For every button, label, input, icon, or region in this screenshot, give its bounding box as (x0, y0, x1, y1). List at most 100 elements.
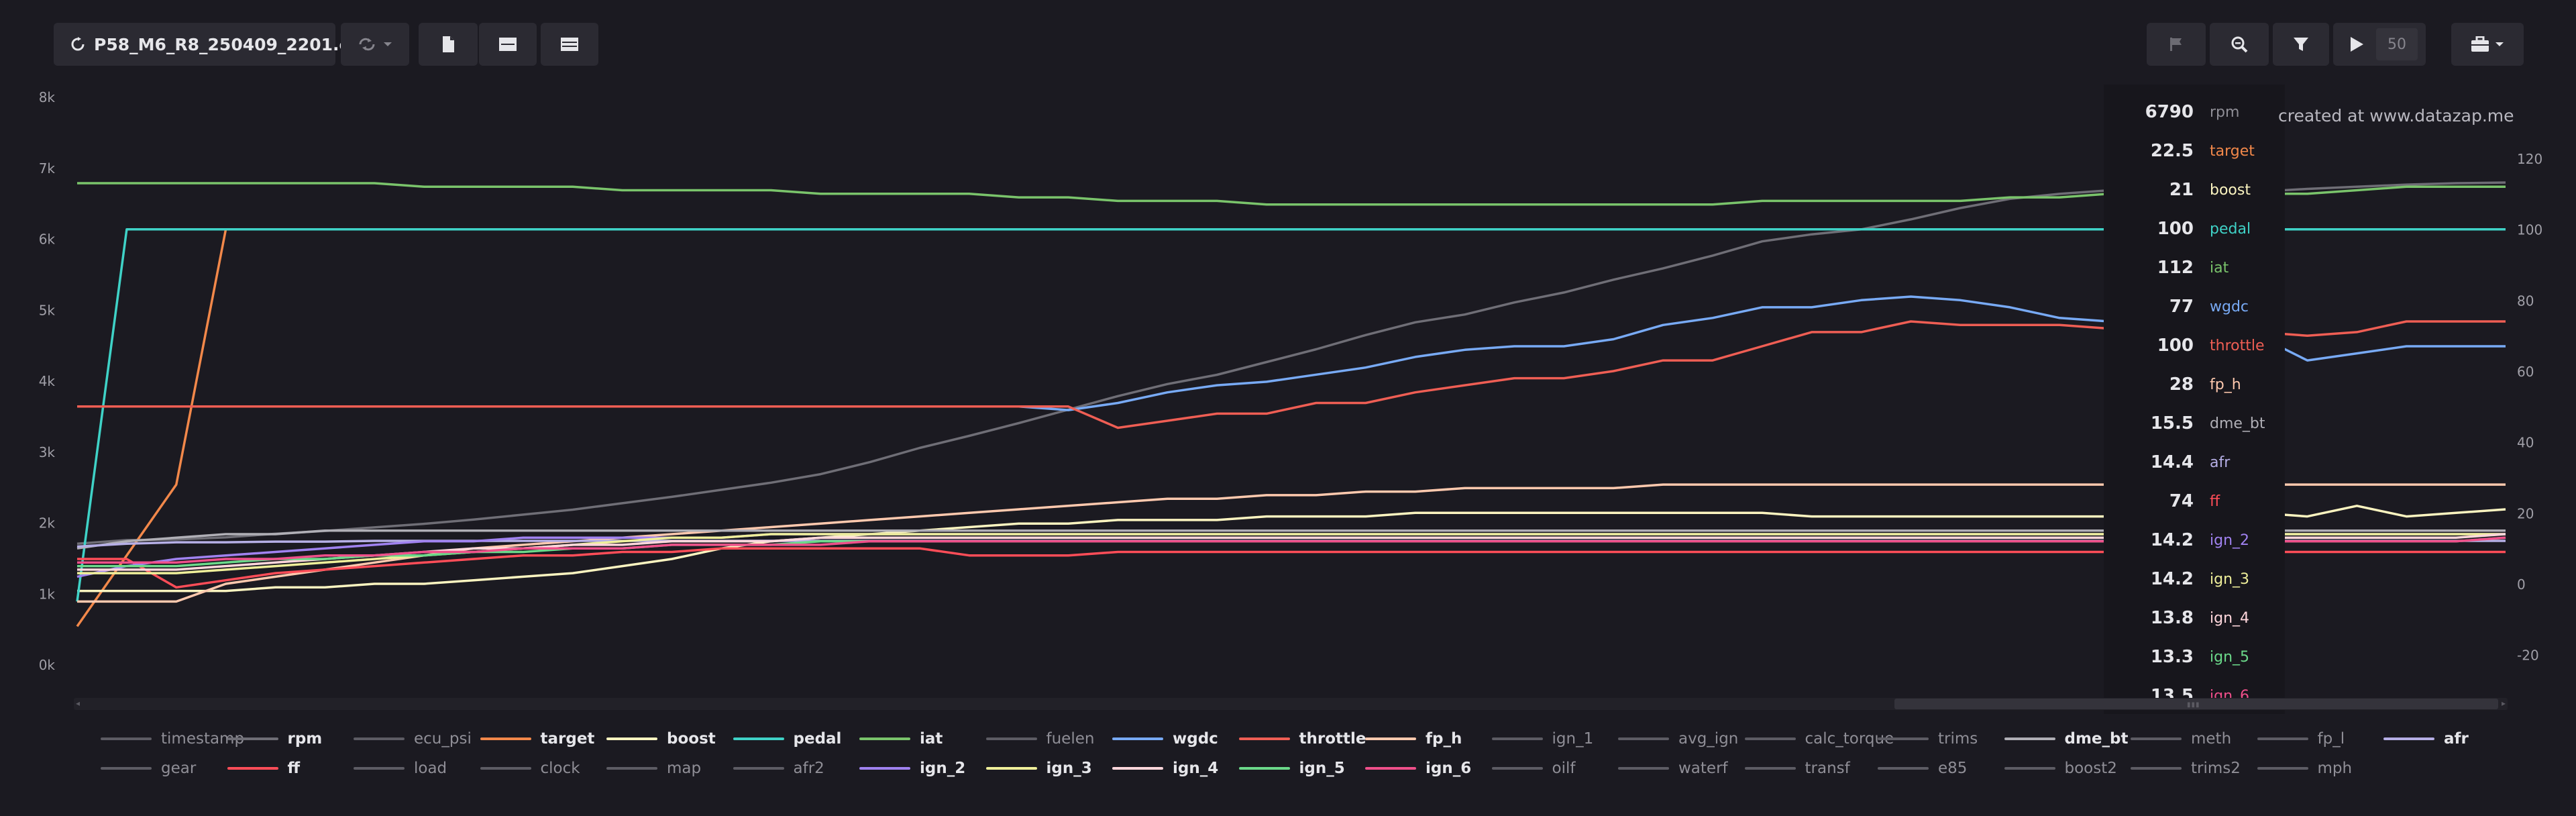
readout-series-name: pedal (2210, 221, 2251, 238)
refresh-dropdown-button[interactable] (341, 23, 409, 66)
flag-button[interactable] (2147, 23, 2206, 66)
legend-swatch (1112, 767, 1163, 770)
watermark: created at www.datazap.me (2278, 106, 2514, 125)
legend-item-fp_l[interactable]: fp_l (2257, 730, 2345, 748)
legend-item-ign_5[interactable]: ign_5 (1238, 760, 1345, 777)
legend-item-waterf[interactable]: waterf (1618, 760, 1728, 777)
y-right-tick-label: 80 (2517, 293, 2534, 309)
legend-item-ign_4[interactable]: ign_4 (1112, 760, 1218, 777)
legend-item-ign_3[interactable]: ign_3 (985, 760, 1092, 777)
series-line-boost (77, 505, 2506, 593)
readout-series-name: ff (2210, 493, 2220, 510)
legend-item-afr2[interactable]: afr2 (733, 760, 824, 777)
legend-label: transf (1805, 760, 1850, 777)
y-left-tick-label: 3k (39, 444, 56, 460)
legend-item-pedal[interactable]: pedal (733, 730, 841, 748)
legend-item-clock[interactable]: clock (480, 760, 580, 777)
legend-label: afr (2444, 730, 2469, 748)
y-right-tick-label: 120 (2517, 151, 2542, 167)
legend-item-rpm[interactable]: rpm (227, 730, 322, 748)
scroll-right-icon[interactable]: ▸ (2501, 699, 2506, 708)
legend-item-target[interactable]: target (480, 730, 595, 748)
rows-button[interactable] (541, 23, 598, 66)
legend-label: ign_3 (1046, 760, 1092, 777)
time-scrollbar[interactable]: ◂ ▮▮▮ ▸ (74, 698, 2508, 710)
split-view-button[interactable] (479, 23, 537, 66)
cursor-readout-panel: 6790 rpm 22.5 target 21 boost 100 pedal 112 iat 77… (2104, 85, 2285, 714)
legend-swatch (2131, 737, 2182, 740)
legend-row: gear ff load clock map afr2 ign_2 ign_3 ign_4 ign… (101, 754, 2542, 784)
legend-item-ign_1[interactable]: ign_1 (1491, 730, 1593, 748)
legend-swatch (101, 767, 152, 770)
legend-label: mph (2317, 760, 2353, 777)
legend-item-fp_h[interactable]: fp_h (1365, 730, 1462, 748)
legend-item-throttle[interactable]: throttle (1238, 730, 1366, 748)
legend-item-mph[interactable]: mph (2257, 760, 2353, 777)
y-right-tick-label: 60 (2517, 364, 2534, 380)
legend-label: ign_2 (920, 760, 966, 777)
series-line-pedal (76, 227, 2506, 602)
legend-item-map[interactable]: map (606, 760, 701, 777)
legend-item-boost2[interactable]: boost2 (2004, 760, 2117, 777)
legend-item-meth[interactable]: meth (2131, 730, 2231, 748)
legend-label: trims (1938, 730, 1978, 748)
legend-swatch (1491, 767, 1543, 770)
series-line-ff (77, 547, 2506, 589)
play-button[interactable]: 50 (2333, 23, 2426, 66)
legend-item-dme_bt[interactable]: dme_bt (2004, 730, 2129, 748)
legend-swatch (2383, 737, 2434, 740)
toolbox-icon (2471, 36, 2489, 52)
legend-item-gear[interactable]: gear (101, 760, 196, 777)
readout-series-name: afr (2210, 454, 2231, 471)
zoom-button[interactable] (2210, 23, 2269, 66)
scroll-left-icon[interactable]: ◂ (76, 699, 80, 708)
legend-item-trims2[interactable]: trims2 (2131, 760, 2241, 777)
legend-label: afr2 (793, 760, 824, 777)
legend-item-ign_2[interactable]: ign_2 (859, 760, 965, 777)
file-select-button[interactable]: P58_M6_R8_250409_2201.csv (54, 23, 370, 66)
scroll-thumb[interactable]: ▮▮▮ (1894, 699, 2498, 709)
legend-item-afr[interactable]: afr (2383, 730, 2469, 748)
legend-label: target (540, 730, 595, 748)
legend-item-ign_6[interactable]: ign_6 (1365, 760, 1471, 777)
legend-item-timestamp[interactable]: timestamp (101, 730, 244, 748)
legend-item-oilf[interactable]: oilf (1491, 760, 1575, 777)
legend-item-boost[interactable]: boost (606, 730, 716, 748)
legend-item-trims[interactable]: trims (1878, 730, 1978, 748)
readout-row: 15.5 dme_bt (2104, 405, 2285, 444)
legend-item-ecu_psi[interactable]: ecu_psi (354, 730, 472, 748)
legend-item-transf[interactable]: transf (1744, 760, 1850, 777)
readout-value: 77 (2169, 297, 2194, 317)
readout-row: 22.5 target (2104, 133, 2285, 172)
document-icon (441, 36, 455, 53)
legend-swatch (1365, 767, 1416, 770)
line-chart[interactable]: 0k 1k 2k 3k 4k 5k 6k 7k 8k -20 0 20 40 60 80 100 120 (0, 0, 2576, 718)
legend-label: boost2 (2064, 760, 2117, 777)
y-left-tick-label: 6k (39, 232, 56, 248)
legend-swatch (1744, 737, 1796, 740)
playback-speed-input[interactable]: 50 (2376, 28, 2418, 60)
legend-item-calc_torque[interactable]: calc_torque (1744, 730, 1894, 748)
legend-item-wgdc[interactable]: wgdc (1112, 730, 1218, 748)
series-line-throttle (77, 320, 2506, 429)
filter-button[interactable] (2273, 23, 2329, 66)
legend-label: clock (540, 760, 580, 777)
y-left-tick-label: 8k (39, 89, 56, 105)
y-right-tick-label: 20 (2517, 505, 2534, 521)
legend-item-ff[interactable]: ff (227, 760, 300, 777)
legend-label: fp_l (2317, 730, 2345, 748)
legend-item-fuelen[interactable]: fuelen (985, 730, 1094, 748)
toolbox-button[interactable] (2451, 23, 2524, 66)
document-button[interactable] (419, 23, 478, 66)
refresh-icon (358, 36, 376, 52)
readout-value: 6790 (2145, 102, 2194, 122)
series-line-ign_6 (77, 536, 2506, 564)
legend-item-avg_ign[interactable]: avg_ign (1618, 730, 1738, 748)
legend-item-e85[interactable]: e85 (1878, 760, 1967, 777)
legend-item-load[interactable]: load (354, 760, 447, 777)
readout-value: 100 (2157, 219, 2194, 239)
legend-swatch (1491, 737, 1543, 740)
legend-swatch (733, 767, 784, 770)
legend-item-iat[interactable]: iat (859, 730, 943, 748)
readout-row: 14.4 afr (2104, 444, 2285, 483)
